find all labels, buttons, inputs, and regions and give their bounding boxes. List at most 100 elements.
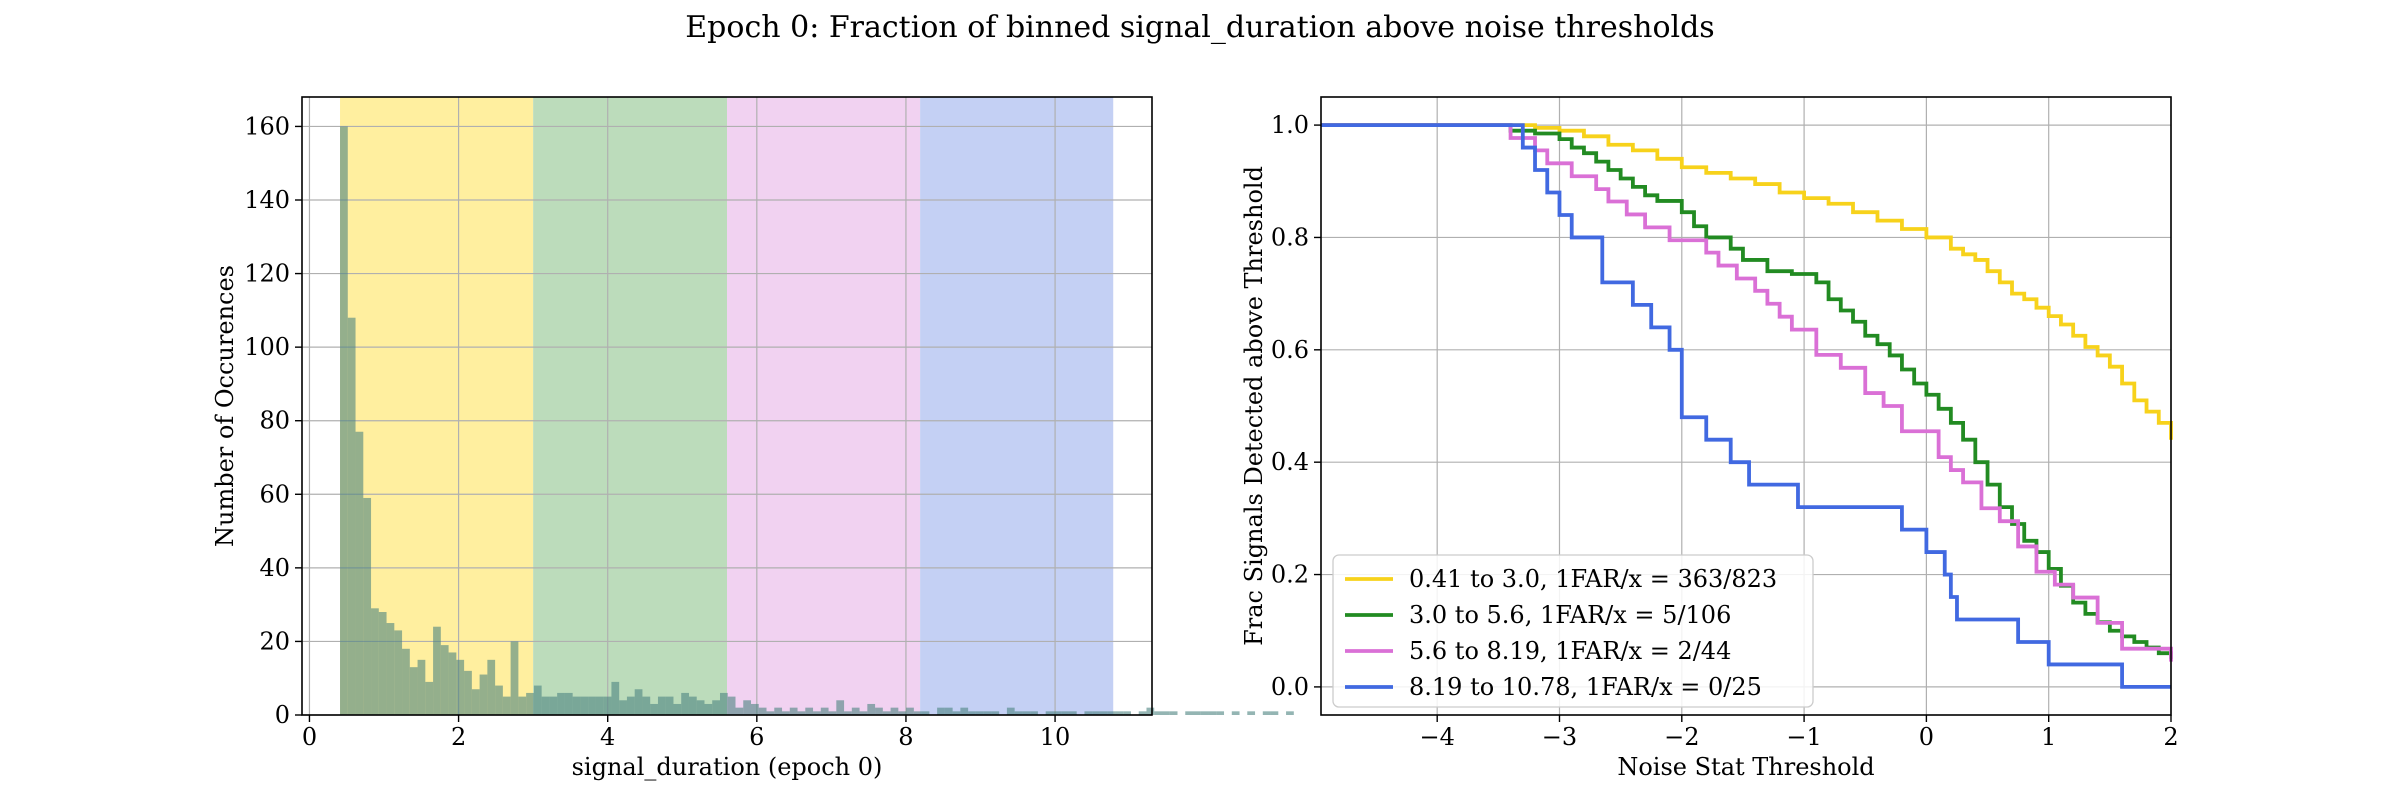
histogram-bar [1123, 711, 1131, 715]
histogram-bar [1030, 711, 1038, 715]
histogram-bar [1053, 711, 1062, 715]
histogram-bar [1014, 711, 1023, 715]
histogram-bar [626, 696, 635, 715]
legend-box [1332, 554, 1814, 708]
histogram-bar [681, 692, 689, 715]
y-tick-label: 160 [244, 112, 290, 140]
histogram-bar [735, 707, 744, 715]
x-tick-label: 0 [1919, 723, 1934, 751]
x-tick-label: −3 [1542, 723, 1577, 751]
histogram-bar [456, 659, 465, 715]
y-tick-label: 80 [259, 407, 290, 435]
histogram-bar [487, 659, 496, 715]
x-axis-label: Noise Stat Threshold [1617, 753, 1874, 781]
histogram-bar [1231, 711, 1240, 715]
histogram-bar [712, 700, 720, 715]
series-line-2 [1321, 123, 2173, 662]
histogram-bar [340, 126, 348, 715]
axes-group: 0 2 4 6 8 10020406080100120140160signal_durat… [211, 96, 1153, 781]
histogram-bar [743, 700, 752, 715]
histogram-bar [479, 674, 488, 715]
histogram-bar [968, 711, 976, 715]
x-tick-label: 2 [2163, 723, 2178, 751]
x-tick-label: 8 [898, 723, 913, 751]
plot-frame [301, 96, 1153, 716]
histogram-bar [502, 696, 511, 715]
histogram-bar [549, 696, 558, 715]
histogram-bar [371, 608, 379, 715]
histogram-bar [471, 689, 480, 715]
histogram-bar [820, 707, 829, 715]
histogram-bar [890, 707, 899, 715]
x-tick-label: −1 [1786, 723, 1821, 751]
histogram-bar [495, 685, 503, 715]
x-tick-label: 10 [1040, 723, 1071, 751]
histogram-bar [719, 692, 728, 715]
histogram-bar [1270, 711, 1279, 715]
x-tick-label: 6 [749, 723, 764, 751]
histogram-bar [394, 630, 403, 715]
histogram-bar [688, 696, 697, 715]
histogram-bar [1169, 711, 1178, 715]
histogram-bar [363, 497, 372, 715]
histogram-bar [751, 703, 759, 715]
histogram-bar [937, 707, 945, 715]
y-tick-label: 40 [259, 554, 290, 582]
histogram-bar [557, 692, 565, 715]
histogram-bar [1193, 711, 1201, 715]
histogram-bar [1006, 707, 1015, 715]
histogram-bar [952, 711, 961, 715]
y-tick-label: 140 [244, 186, 290, 214]
histogram-bars [340, 126, 1294, 715]
histogram-bar [541, 696, 550, 715]
histogram-bar [1115, 711, 1124, 715]
histogram-bar [991, 711, 1000, 715]
y-tick-label: 0 [275, 701, 290, 729]
histogram-bar [704, 703, 713, 715]
histogram-bar [944, 707, 953, 715]
y-tick-label: 20 [259, 627, 290, 655]
y-tick-label: 1.0 [1271, 111, 1309, 139]
histogram-bar [657, 696, 666, 715]
histogram-bar [867, 703, 876, 715]
histogram-bar [882, 711, 891, 715]
y-axis-label: Number of Occurences [211, 265, 239, 547]
histogram-bar [1262, 711, 1271, 715]
histogram-bar [1092, 711, 1100, 715]
y-tick-label: 100 [244, 333, 290, 361]
figure-title: Epoch 0: Fraction of binned signal_durat… [685, 10, 1715, 45]
histogram-bar [696, 700, 705, 715]
legend-label-3: 8.19 to 10.78, 1FAR/x = 0/25 [1409, 673, 1762, 701]
histogram-bar [859, 711, 868, 715]
histogram-bar [580, 696, 589, 715]
histogram-bar [355, 431, 364, 715]
histogram-bar [1154, 711, 1162, 715]
histogram-bar [603, 696, 612, 715]
histogram-bar [595, 696, 604, 715]
histogram-bar [440, 645, 449, 715]
histogram-bar [619, 700, 627, 715]
histogram-bar [797, 711, 806, 715]
legend-label-2: 5.6 to 8.19, 1FAR/x = 2/44 [1409, 637, 1731, 665]
y-tick-label: 0.2 [1271, 561, 1309, 589]
histogram-bar [1045, 711, 1054, 715]
histogram-bar [572, 696, 581, 715]
histogram-bar [1084, 711, 1093, 715]
histogram-bar [634, 689, 643, 715]
histogram-bar [1200, 711, 1209, 715]
histogram-bar [518, 696, 527, 715]
series-line-0 [1321, 123, 2173, 440]
x-tick-label: 0 [302, 723, 317, 751]
series-lines [1321, 123, 2173, 689]
histogram-bar [588, 696, 596, 715]
histogram-bar [1146, 707, 1155, 715]
histogram-bar [774, 707, 783, 715]
x-tick-label: 2 [451, 723, 466, 751]
histogram-bar [813, 711, 821, 715]
x-tick-label: −2 [1664, 723, 1699, 751]
x-tick-label: 4 [600, 723, 615, 751]
histogram-bar [960, 707, 969, 715]
histogram-bar [526, 692, 534, 715]
